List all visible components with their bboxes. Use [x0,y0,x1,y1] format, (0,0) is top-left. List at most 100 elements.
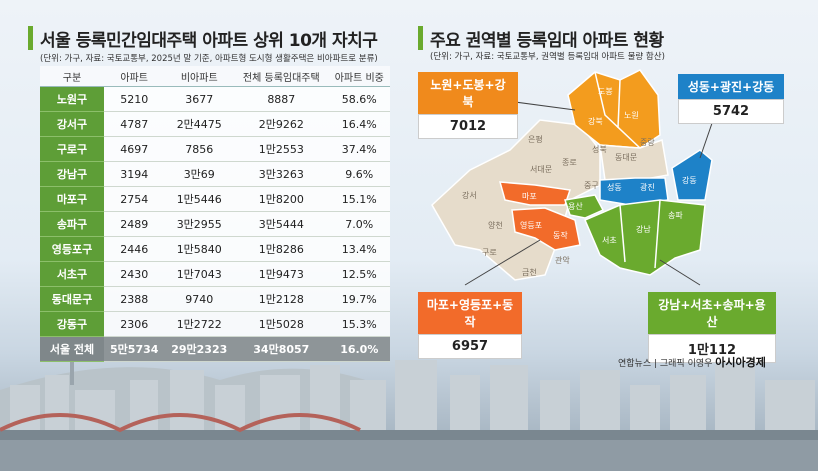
table-cell: 1만8286 [234,236,329,262]
table-cell: 4697 [104,136,165,162]
district-cell: 동대문구 [40,286,104,312]
map-label: 강서 [462,190,477,200]
table-cell: 15.1% [328,186,390,212]
map-subtitle: (단위: 가구, 자료: 국토교통부, 권역별 등록임대 아파트 물량 합산) [430,52,665,62]
table-cell: 8887 [234,86,329,112]
map-label: 구로 [482,248,497,257]
table-subtitle: (단위: 가구, 자료: 국토교통부, 2025년 말 기준, 아파트형 도시형… [40,54,378,64]
callout-north: 노원+도봉+강북 7012 [418,72,518,139]
table-cell: 2만9262 [234,111,329,137]
map-label: 서초 [602,236,617,245]
table-row: 마포구 2754 1만5446 1만8200 15.1% [40,186,390,212]
map-label: 송파 [668,211,683,220]
map-region-yeongdeungpo-dongjak [511,207,581,251]
table-cell: 37.4% [328,136,390,162]
table-cell: 9740 [164,286,235,312]
callout-north-value: 7012 [418,114,518,139]
table-cell: 12.5% [328,261,390,287]
table-cell: 19.7% [328,286,390,312]
map-label: 강남 [636,224,651,234]
table-cell: 16.4% [328,111,390,137]
table-cell: 3만3263 [234,161,329,187]
table-row: 영등포구 2446 1만5840 1만8286 13.4% [40,236,390,262]
map-label: 중랑 [640,137,655,147]
table-cell: 58.6% [328,86,390,112]
district-cell: 강남구 [40,161,104,187]
district-cell: 마포구 [40,186,104,212]
city-skyline-image [0,340,818,471]
table-cell: 2754 [104,186,165,212]
table-row: 노원구 5210 3677 8887 58.6% [40,86,390,112]
map-title-accent [418,26,423,50]
table-cell: 1만8200 [234,186,329,212]
table-cell: 1만9473 [234,261,329,287]
total-label: 서울 전체 [40,336,104,362]
table-cell: 1만2128 [234,286,329,312]
table-row: 동대문구 2388 9740 1만2128 19.7% [40,286,390,312]
map-region-gangnam [584,199,706,276]
map-label: 강동 [682,175,697,185]
district-cell: 구로구 [40,136,104,162]
table-cell: 3677 [164,86,235,112]
map-labels: 도봉 강북 노원 은평 성북 중랑 종로 동대문 서대문 중구 마포 성동 광진… [462,87,697,277]
table-cell: 1만7043 [164,261,235,287]
header-apartment: 아파트 [104,66,165,87]
table-cell: 1만2553 [234,136,329,162]
map-region-mapo [498,181,571,206]
callout-west-label: 마포+영등포+동작 [418,292,522,334]
map-label: 동작 [553,230,568,240]
table-cell: 5210 [104,86,165,112]
map-label: 용산 [568,201,583,211]
map-region-yongsan [564,194,605,219]
callout-east-value: 5742 [678,99,784,124]
district-cell: 강서구 [40,111,104,137]
total-row: 서울 전체 5만5734 29만2323 34만8057 16.0% [40,336,390,362]
map-label: 종로 [562,158,577,167]
map-label: 강북 [588,116,603,126]
district-cell: 강동구 [40,311,104,337]
header-total: 전체 등록임대주택 [234,66,329,87]
callout-south-value: 1만112 [648,334,776,363]
map-label: 성북 [592,145,607,154]
credit: 연합뉴스 | 그래픽 이영우 아시아경제 [618,354,766,370]
table-cell: 3만69 [164,161,235,187]
total-cell: 34만8057 [234,336,329,362]
map-label: 도봉 [598,87,613,96]
table-cell: 1만5446 [164,186,235,212]
map-label: 성동 [607,183,622,192]
table-title: 서울 등록민간임대주택 아파트 상위 10개 자치구 [40,31,378,51]
ranking-table: 구분 아파트 비아파트 전체 등록임대주택 아파트 비중 노원구 5210 3677… [40,66,390,362]
callout-west: 마포+영등포+동작 6957 [418,292,522,359]
table-row: 송파구 2489 3만2955 3만5444 7.0% [40,211,390,237]
table-cell: 1만5840 [164,236,235,262]
table-cell: 7.0% [328,211,390,237]
table-cell: 3194 [104,161,165,187]
table-cell: 3만2955 [164,211,235,237]
callout-east-label: 성동+광진+강동 [678,74,784,99]
district-cell: 노원구 [40,86,104,112]
table-cell: 3만5444 [234,211,329,237]
callout-south-label: 강남+서초+송파+용산 [648,292,776,334]
table-cell: 2489 [104,211,165,237]
table-cell: 2388 [104,286,165,312]
table-cell: 2만4475 [164,111,235,137]
table-cell: 7856 [164,136,235,162]
map-label: 영등포 [520,220,542,230]
map-label: 마포 [522,192,537,201]
header-share: 아파트 비중 [328,66,390,87]
map-label: 금천 [522,267,537,277]
table-cell: 4787 [104,111,165,137]
map-region-seongdong-gwangjin [599,177,669,206]
table-cell: 1만2722 [164,311,235,337]
map-label: 은평 [528,134,543,144]
table-row: 강동구 2306 1만2722 1만5028 15.3% [40,311,390,337]
brand-logo: 아시아경제 [715,356,766,369]
map-label: 관악 [555,255,570,265]
callout-north-label: 노원+도봉+강북 [418,72,518,114]
map-label: 중구 [584,181,599,190]
district-cell: 영등포구 [40,236,104,262]
seoul-map: 도봉 강북 노원 은평 성북 중랑 종로 동대문 서대문 중구 마포 성동 광진… [431,69,720,286]
table-cell: 2446 [104,236,165,262]
district-cell: 송파구 [40,211,104,237]
table-cell: 2306 [104,311,165,337]
